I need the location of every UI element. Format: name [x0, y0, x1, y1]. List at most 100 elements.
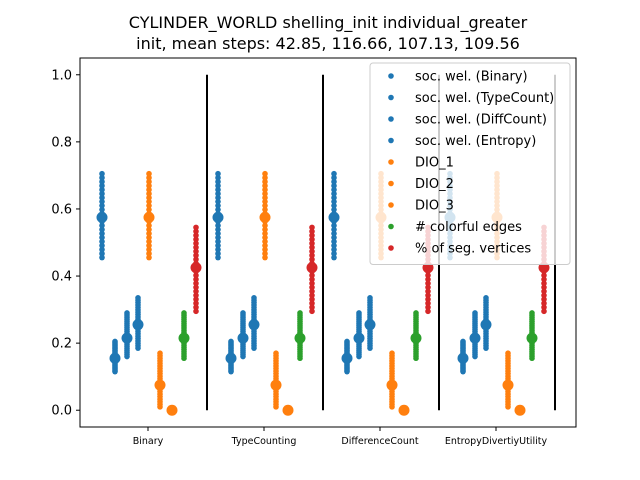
- legend-marker: [388, 137, 394, 144]
- mean-marker: [294, 332, 306, 344]
- data-point: [331, 170, 337, 177]
- data-point: [541, 292, 547, 299]
- data-point: [146, 226, 152, 233]
- mean-marker: [248, 319, 260, 331]
- data-point: [262, 206, 268, 213]
- data-point: [193, 236, 199, 243]
- legend-marker: [388, 159, 394, 165]
- data-point: [309, 304, 315, 311]
- data-point: [193, 288, 199, 295]
- data-point: [309, 288, 315, 295]
- data-point: [215, 226, 221, 233]
- data-point: [215, 202, 221, 209]
- mean-marker: [143, 211, 155, 223]
- data-point: [262, 254, 268, 261]
- data-point: [251, 295, 257, 301]
- mean-marker: [526, 332, 538, 344]
- data-point: [413, 310, 419, 316]
- data-point: [193, 244, 199, 251]
- data-point: [309, 252, 315, 259]
- data-point: [541, 300, 547, 307]
- data-point: [124, 310, 130, 316]
- y-tick-label: 1.0: [51, 68, 72, 83]
- mean-marker: [386, 379, 398, 391]
- data-point: [331, 234, 337, 241]
- data-point: [135, 295, 141, 301]
- data-point: [262, 170, 268, 177]
- data-point: [262, 246, 268, 253]
- data-point: [193, 224, 199, 231]
- mean-marker: [328, 211, 340, 223]
- data-point: [262, 242, 268, 249]
- data-point: [215, 238, 221, 245]
- data-point: [146, 234, 152, 241]
- x-tick-label: DifferenceCount: [341, 436, 418, 447]
- data-point: [331, 230, 337, 237]
- mean-marker: [457, 352, 469, 364]
- data-point: [331, 238, 337, 245]
- y-tick-label: 0.0: [51, 404, 72, 419]
- x-tick-label: EntropyDivertiyUtility: [445, 436, 548, 447]
- data-point: [483, 295, 489, 301]
- axes-frame: [79, 57, 577, 428]
- data-point: [425, 280, 431, 287]
- data-point: [215, 250, 221, 257]
- data-point: [99, 178, 105, 185]
- data-point: [262, 198, 268, 205]
- legend-item: soc. wel. (TypeCount): [388, 91, 554, 106]
- data-point: [99, 254, 105, 261]
- data-point: [240, 310, 246, 316]
- data-point: [262, 186, 268, 193]
- legend-marker: [388, 116, 394, 122]
- data-point: [215, 194, 221, 201]
- data-point: [215, 182, 221, 189]
- mean-marker: [166, 404, 178, 416]
- data-point: [331, 242, 337, 249]
- data-point: [356, 310, 362, 316]
- data-point: [331, 174, 337, 181]
- data-point: [309, 228, 315, 235]
- data-point: [99, 190, 105, 197]
- data-point: [309, 276, 315, 283]
- data-point: [262, 234, 268, 241]
- data-point: [541, 276, 547, 283]
- data-point: [215, 254, 221, 261]
- data-point: [425, 276, 431, 283]
- data-point: [529, 310, 535, 316]
- data-point: [262, 182, 268, 189]
- legend-item: soc. wel. (DiffCount): [388, 113, 547, 128]
- data-point: [215, 186, 221, 193]
- data-point: [331, 226, 337, 233]
- mean-marker: [341, 352, 353, 364]
- data-point: [541, 284, 547, 291]
- data-point: [367, 295, 373, 301]
- data-point: [215, 174, 221, 181]
- legend-marker: [388, 73, 394, 79]
- data-point: [146, 190, 152, 197]
- data-point: [193, 252, 199, 259]
- data-point: [99, 182, 105, 189]
- data-point: [193, 228, 199, 235]
- data-point: [331, 222, 337, 229]
- mean-marker: [154, 379, 166, 391]
- data-point: [215, 230, 221, 237]
- y-tick-label: 0.4: [51, 270, 72, 285]
- data-point: [215, 246, 221, 253]
- data-point: [541, 296, 547, 303]
- data-point: [309, 280, 315, 287]
- data-point: [215, 170, 221, 177]
- legend-frame: [369, 62, 571, 265]
- data-point: [99, 174, 105, 181]
- legend-label: % of seg. vertices: [415, 242, 531, 257]
- legend-label: soc. wel. (Entropy): [415, 134, 536, 149]
- mean-marker: [353, 332, 365, 344]
- mean-marker: [480, 319, 492, 331]
- legend-item: % of seg. vertices: [388, 242, 531, 257]
- data-point: [99, 202, 105, 209]
- data-point: [331, 254, 337, 261]
- legend-label: # colorful edges: [415, 220, 522, 235]
- data-point: [331, 186, 337, 193]
- data-point: [331, 182, 337, 189]
- data-point: [331, 206, 337, 213]
- data-point: [112, 338, 118, 345]
